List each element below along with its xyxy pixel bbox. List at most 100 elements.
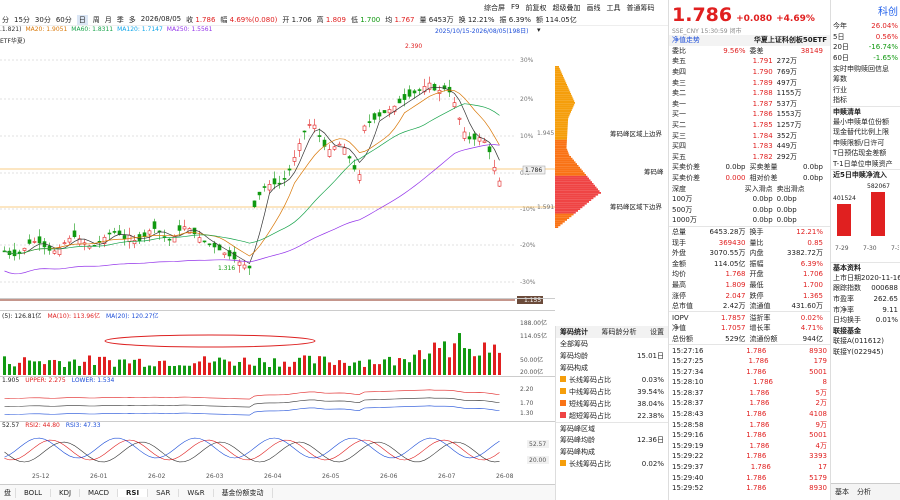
stat-row-cell: 0.85 <box>807 238 823 247</box>
tick-time: 15:29:16 <box>672 431 704 440</box>
chip-tab-1[interactable]: 筹码龄分析 <box>601 328 637 336</box>
depth-row-cell: 1000万 <box>672 216 697 225</box>
volume-bars[interactable]: 188.00亿 114.05亿 50.00亿 20.00亿 <box>0 319 555 375</box>
period-tab-1[interactable]: 15分 <box>14 16 30 24</box>
bid-row-cell: 1.783 <box>752 142 773 151</box>
tick-time: 15:28:43 <box>672 410 704 419</box>
tick-volume: 8 <box>822 378 827 387</box>
rsi3-label: RSI3: 47.33 <box>65 422 101 429</box>
indicator-tab-6[interactable]: 基金份额变动 <box>214 487 273 498</box>
linked-fund[interactable]: 联接Y(022945) <box>833 347 884 356</box>
subscribe-item: T日预估现金差额 <box>833 149 887 158</box>
period-tab-8[interactable]: 多 <box>128 16 136 24</box>
candle-body <box>377 112 382 117</box>
chip-bar <box>555 188 598 191</box>
period-tab-5[interactable]: 周 <box>92 16 100 24</box>
chip-row-value: 22.38% <box>637 412 664 420</box>
menu-item-6[interactable]: 普通筹码 <box>626 4 655 12</box>
chip-bar <box>555 201 589 203</box>
nav-link[interactable]: 净值走势 <box>672 36 700 45</box>
chip-bar <box>555 148 568 151</box>
indicator-tab-2[interactable]: MACD <box>80 488 119 497</box>
indicator-tab-4[interactable]: SAR <box>148 488 180 497</box>
volume-bar <box>438 348 441 375</box>
rsi2-label: RSI2: 44.80 <box>25 422 60 429</box>
value: 15.01日 <box>636 352 664 360</box>
menu-item-5[interactable]: 工具 <box>606 4 621 12</box>
volume-bar <box>318 356 321 375</box>
chip-bar <box>555 163 577 165</box>
stat-row-cell: 外盘 <box>672 249 686 258</box>
pct-tick-label: -20% <box>520 242 536 249</box>
candle-body <box>112 231 117 233</box>
chip-bar <box>555 206 583 209</box>
info-link[interactable]: 行业 <box>833 85 847 94</box>
indicator-tab-1[interactable]: KDJ <box>51 488 81 497</box>
linked-fund[interactable]: 联接A(011612) <box>833 337 884 346</box>
period-tab-6[interactable]: 月 <box>104 16 112 24</box>
chip-bar <box>555 127 568 129</box>
candle-body <box>477 137 482 142</box>
candle-body <box>122 235 127 239</box>
quote-field-value: 6453万 <box>428 16 454 24</box>
boll-line <box>4 389 500 400</box>
date-range[interactable]: 2025/10/15-2026/08/05(198日) <box>435 28 529 35</box>
x-tick-label: 26-06 <box>380 473 398 480</box>
volume-bar <box>178 365 181 375</box>
iopv-row: IOPV 1.7857 溢折率 0.02% <box>669 312 830 323</box>
stat-row-cell: 振幅 <box>749 259 764 268</box>
perf-value: 0.56% <box>875 32 898 41</box>
trade-tick: 15:29:40 1.786 5179 <box>669 472 830 483</box>
menu-item-3[interactable]: 超级叠加 <box>552 4 581 12</box>
chip-tab-0[interactable]: 筹码统计 <box>560 328 588 336</box>
boll-chart[interactable]: 2.20 1.70 1.30 <box>0 385 555 421</box>
far-tab-1[interactable]: 分析 <box>857 488 871 496</box>
range-dropdown-icon[interactable]: ▾ <box>537 26 541 34</box>
quote-field-5: 均 1.767 <box>385 15 414 25</box>
boll-panel: 1.905 UPPER: 2.275 LOWER: 1.534 2.20 1.70… <box>0 376 555 420</box>
candle-body <box>317 135 322 137</box>
fund-name: 华夏上证科创板50ETF <box>753 36 827 45</box>
period-tab-2[interactable]: 30分 <box>34 16 51 24</box>
indicator-tab-3[interactable]: RSI <box>118 488 149 497</box>
perf-row: 今年 26.04% <box>831 21 900 32</box>
chip-tab-2[interactable]: 设置 <box>650 328 664 336</box>
quote-field-value: 1.700 <box>360 16 381 24</box>
menu-item-1[interactable]: F9 <box>511 3 520 11</box>
candle-body <box>27 239 32 244</box>
tab-first[interactable]: 盘 <box>0 487 16 498</box>
period-tab-3[interactable]: 60分 <box>55 16 72 24</box>
volume-bar <box>328 362 331 375</box>
period-tab-0[interactable]: 分 <box>2 16 9 24</box>
chip-row-value: 39.54% <box>637 388 664 396</box>
menu-item-0[interactable]: 综合屏 <box>484 4 505 12</box>
indicator-tab-0[interactable]: BOLL <box>16 488 51 497</box>
stat-row: 金额 114.05亿 振幅 6.39% <box>669 258 830 269</box>
x-tick-label: 26-01 <box>90 473 108 480</box>
menu-item-2[interactable]: 前复权 <box>525 4 547 12</box>
ma-label-4: MA250: 1.5561 <box>166 26 213 33</box>
subscribe-head: 申赎清单 <box>831 105 900 117</box>
period-tab-4[interactable]: 日 <box>76 15 88 25</box>
fund-name-tag: ETF华夏) <box>0 38 26 45</box>
chip-bar <box>555 91 571 93</box>
depth-head-cell: 深度 <box>672 184 686 193</box>
info-link[interactable]: 指标 <box>833 96 847 105</box>
chip-bar <box>555 71 562 74</box>
rsi-chart[interactable]: 52.57 20.00 <box>0 430 555 474</box>
menu-item-4[interactable]: 画线 <box>586 4 601 12</box>
base-label: 跟踪指数 <box>833 284 861 293</box>
quote-field-3: 高 1.809 <box>317 15 346 25</box>
period-tab-7[interactable]: 季 <box>116 16 124 24</box>
candlestick-chart[interactable]: 30%20%10%0%-10%-20%-30%1.9451.5912.3901.… <box>0 36 555 308</box>
chip-row-text: 中线筹码占比 <box>569 388 611 396</box>
quote-field-4: 低 1.700 <box>351 15 380 25</box>
info-link[interactable]: 实时申购赎回信息 <box>833 64 889 73</box>
tick-time: 15:28:37 <box>672 388 704 397</box>
info-link[interactable]: 筹数 <box>833 75 847 84</box>
stat-row: 外盘 3070.55万 内盘 3382.72万 <box>669 248 830 259</box>
far-tab-0[interactable]: 基本 <box>835 488 849 496</box>
indicator-tab-5[interactable]: W&R <box>179 488 214 497</box>
volume-bar <box>478 355 481 375</box>
